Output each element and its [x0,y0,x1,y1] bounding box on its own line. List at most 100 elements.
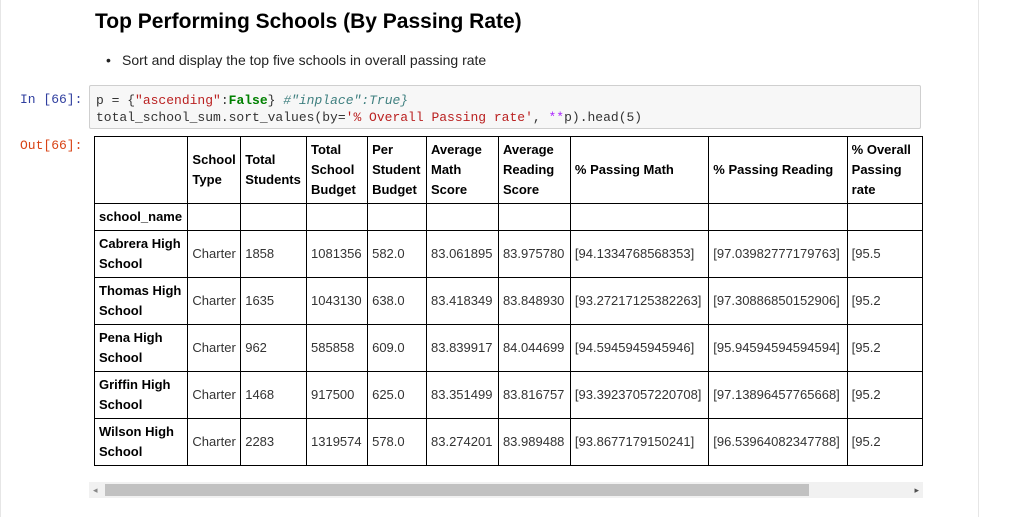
table-cell: [94.5945945945946] [569,324,710,372]
bullet-item: Sort and display the top five schools in… [104,52,486,68]
scrollbar-thumb[interactable] [105,484,809,496]
row-index: Pena High School [93,324,189,372]
table-cell: 1635 [240,277,308,325]
table-cell: 83.839917 [426,324,499,372]
table-cell: 83.274201 [426,418,499,466]
empty-header-cell [426,203,499,231]
index-header [93,136,189,204]
empty-header-cell [367,203,427,231]
markdown-bullet-list: Sort and display the top five schools in… [104,52,486,68]
table-cell: 609.0 [367,324,427,372]
table-row: Cabrera High School Charter 1858 1081356… [93,230,923,278]
empty-header-cell [846,203,923,231]
table-cell: 1043130 [306,277,369,325]
column-header: % Passing Reading [708,136,848,204]
table-cell: [95.94594594594594] [708,324,848,372]
column-header: % Overall Passing rate [846,136,923,204]
table-cell: 83.989488 [497,418,571,466]
column-header: Total Students [240,136,308,204]
table-cell: [95.2 [846,418,923,466]
table-cell: Charter [187,324,242,372]
table-cell: 1858 [240,230,308,278]
table-cell: [96.53964082347788] [708,418,848,466]
horizontal-scrollbar[interactable]: ◂ ▸ [89,482,923,498]
code-editor[interactable]: p = {"ascending":False} #"inplace":True}… [96,92,642,126]
table-cell: [95.2 [846,277,923,325]
table-row: Wilson High School Charter 2283 1319574 … [93,418,923,466]
table-cell: 83.816757 [497,371,571,419]
table-cell: 83.975780 [497,230,571,278]
empty-header-cell [569,203,710,231]
row-index: Griffin High School [93,371,189,419]
table-cell: 582.0 [367,230,427,278]
table-cell: 1081356 [306,230,369,278]
table-cell: [97.30886850152906] [708,277,848,325]
index-name: school_name [93,203,189,231]
code-token: p = { [96,93,136,108]
scroll-left-arrow-icon[interactable]: ◂ [93,485,98,495]
code-token: } [267,93,284,108]
code-token: total_school_sum.sort_values(by= [96,110,346,125]
table-cell: 83.351499 [426,371,499,419]
index-name-row: school_name [93,203,923,231]
scroll-right-arrow-icon[interactable]: ▸ [914,485,919,495]
table-cell: Charter [187,418,242,466]
table-cell: Charter [187,371,242,419]
section-title: Top Performing Schools (By Passing Rate) [95,10,522,33]
header-row: School Type Total Students Total School … [93,136,923,204]
empty-header-cell [708,203,848,231]
code-comment: #"inplace":True} [283,93,409,108]
row-index: Thomas High School [93,277,189,325]
table-cell: 1468 [240,371,308,419]
table-cell: 83.061895 [426,230,499,278]
table-cell: [93.39237057220708] [569,371,710,419]
column-header: Per Student Budget [367,136,427,204]
table-cell: [97.03982777179763] [708,230,848,278]
table-row: Griffin High School Charter 1468 917500 … [93,371,923,419]
table-cell: [95.2 [846,371,923,419]
code-token: ** [548,110,565,125]
table-cell: [94.1334768568353] [569,230,710,278]
table-cell: 83.848930 [497,277,571,325]
table-cell: 83.418349 [426,277,499,325]
table-cell: 638.0 [367,277,427,325]
output-area: School Type Total Students Total School … [89,136,923,486]
code-token: "ascending" [135,93,221,108]
row-index: Wilson High School [93,418,189,466]
table-row: Thomas High School Charter 1635 1043130 … [93,277,923,325]
empty-header-cell [306,203,369,231]
code-token: , [532,110,549,125]
table-cell: [95.2 [846,324,923,372]
column-header: Total School Budget [306,136,369,204]
table-cell: [93.8677179150241] [569,418,710,466]
output-prompt: Out[66]: [20,138,83,153]
table-cell: Charter [187,230,242,278]
table-cell: [95.5 [846,230,923,278]
empty-header-cell [497,203,571,231]
row-index: Cabrera High School [93,230,189,278]
empty-header-cell [240,203,308,231]
code-token: False [228,93,268,108]
column-header: Average Reading Score [497,136,571,204]
table-row: Pena High School Charter 962 585858 609.… [93,324,923,372]
table-cell: 578.0 [367,418,427,466]
notebook-left-border [0,0,1,517]
table-cell: [93.27217125382263] [569,277,710,325]
code-token: '% Overall Passing rate' [345,110,533,125]
table-cell: [97.13896457765668] [708,371,848,419]
code-token: : [220,93,229,108]
column-header: % Passing Math [569,136,710,204]
input-prompt: In [66]: [20,92,83,107]
table-cell: 917500 [306,371,369,419]
table-cell: Charter [187,277,242,325]
column-header: Average Math Score [426,136,499,204]
table-cell: 1319574 [306,418,369,466]
table-cell: 625.0 [367,371,427,419]
dataframe-table: School Type Total Students Total School … [93,136,923,466]
notebook-right-border [978,0,979,517]
code-token: p).head(5) [564,110,643,125]
empty-header-cell [187,203,242,231]
table-cell: 962 [240,324,308,372]
code-cell[interactable]: p = {"ascending":False} #"inplace":True}… [89,85,921,129]
table-cell: 2283 [240,418,308,466]
